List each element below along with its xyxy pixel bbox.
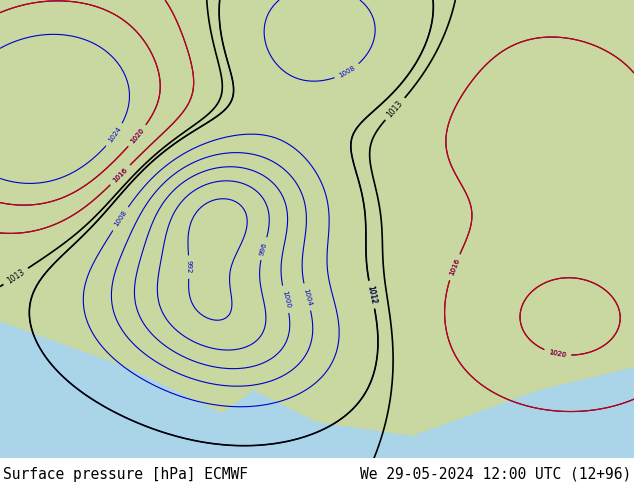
Text: 1020: 1020 — [129, 127, 145, 145]
Text: 1012: 1012 — [367, 285, 377, 304]
Text: Surface pressure [hPa] ECMWF: Surface pressure [hPa] ECMWF — [3, 466, 248, 482]
Text: 1016: 1016 — [112, 167, 129, 183]
Text: 1000: 1000 — [281, 290, 291, 309]
Text: 1020: 1020 — [548, 349, 567, 359]
Text: 1016: 1016 — [448, 258, 460, 276]
Polygon shape — [0, 0, 634, 435]
Text: 1020: 1020 — [548, 349, 567, 359]
Text: 1020: 1020 — [129, 127, 145, 145]
Text: 1008: 1008 — [113, 210, 128, 228]
Text: 1016: 1016 — [112, 167, 129, 183]
Text: 996: 996 — [259, 242, 268, 256]
Text: We 29-05-2024 12:00 UTC (12+96): We 29-05-2024 12:00 UTC (12+96) — [359, 466, 631, 482]
Text: 1013: 1013 — [5, 267, 26, 285]
Text: 1024: 1024 — [107, 126, 122, 144]
Text: 1012: 1012 — [365, 284, 378, 305]
Text: 1004: 1004 — [302, 288, 313, 306]
Text: 1013: 1013 — [385, 99, 404, 119]
Text: 992: 992 — [186, 260, 192, 274]
Text: 1016: 1016 — [448, 258, 460, 276]
Text: 1008: 1008 — [338, 65, 356, 79]
